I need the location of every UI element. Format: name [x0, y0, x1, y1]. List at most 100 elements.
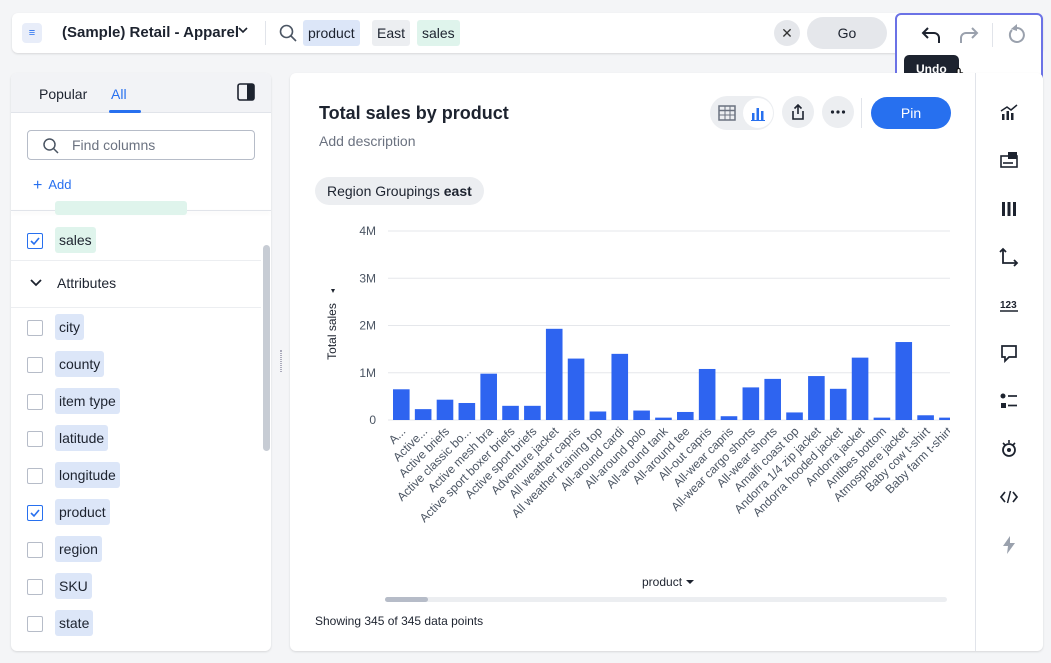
checkbox[interactable]	[27, 505, 43, 521]
number-format-icon[interactable]: 123	[999, 295, 1019, 315]
tab-all[interactable]: All	[111, 86, 127, 102]
bar-chart-icon	[751, 108, 765, 121]
bar	[633, 410, 650, 420]
pin-button[interactable]: Pin	[871, 97, 951, 129]
clear-search-button[interactable]: ✕	[774, 20, 800, 46]
chevron-down-icon[interactable]	[236, 23, 250, 37]
checkbox[interactable]	[27, 394, 43, 410]
share-button[interactable]	[782, 96, 814, 128]
find-columns-input[interactable]	[72, 136, 242, 154]
scrollbar[interactable]	[263, 245, 270, 451]
bar	[895, 342, 913, 420]
tab-popular[interactable]: Popular	[39, 86, 88, 102]
answer-description[interactable]: Add description	[319, 133, 416, 149]
bar	[567, 358, 585, 420]
horizontal-scroll-track[interactable]	[385, 597, 947, 602]
column-chip: item type	[55, 388, 120, 414]
list-item-hidden	[55, 201, 187, 215]
column-row[interactable]: latitude	[11, 420, 261, 457]
bar	[742, 387, 760, 420]
column-row-sales[interactable]: sales	[11, 222, 261, 259]
chart-view-button[interactable]	[743, 98, 773, 128]
configure-icon[interactable]	[999, 150, 1019, 170]
divider	[11, 260, 261, 261]
column-row[interactable]: state	[11, 605, 261, 642]
panel-collapse-icon[interactable]	[237, 83, 255, 101]
search-token-sales[interactable]: sales	[417, 20, 460, 46]
bar	[480, 373, 497, 420]
filter-chip[interactable]: Region Groupings east	[315, 177, 484, 205]
column-chip: county	[55, 351, 105, 377]
checkbox[interactable]	[27, 320, 43, 336]
search-token-east[interactable]: East	[372, 20, 411, 46]
checkbox[interactable]	[27, 357, 43, 373]
reset-icon[interactable]	[1004, 23, 1030, 47]
x-axis-title[interactable]: product	[642, 575, 695, 589]
datasource-icon[interactable]: ≡	[22, 23, 42, 43]
checkbox[interactable]	[27, 431, 43, 447]
checkbox[interactable]	[27, 542, 43, 558]
column-row[interactable]: SKU	[11, 568, 261, 605]
divider	[861, 98, 862, 128]
column-row[interactable]: county	[11, 346, 261, 383]
checkbox[interactable]	[27, 233, 43, 249]
horizontal-scroll-thumb[interactable]	[385, 597, 428, 602]
bar	[851, 357, 869, 420]
checkmark-icon	[30, 509, 40, 518]
table-view-icon[interactable]	[717, 103, 737, 123]
column-row[interactable]: product	[11, 494, 261, 531]
divider	[265, 21, 266, 45]
bar	[393, 389, 410, 420]
bar	[545, 328, 563, 420]
checkbox[interactable]	[27, 616, 43, 632]
attributes-heading: Attributes	[57, 275, 117, 291]
axis-icon[interactable]	[999, 247, 1019, 267]
search-token-product[interactable]: product	[303, 20, 360, 46]
column-row[interactable]: region	[11, 531, 261, 568]
column-row[interactable]: longitude	[11, 457, 261, 494]
resize-handle[interactable]	[280, 350, 282, 372]
add-label: Add	[48, 177, 72, 192]
data-panel-header: Popular All	[11, 73, 271, 113]
color-icon[interactable]	[999, 439, 1019, 459]
add-column-link[interactable]: + Add	[33, 177, 71, 195]
column-row[interactable]: city	[11, 309, 261, 346]
checkbox[interactable]	[27, 579, 43, 595]
bar	[611, 353, 629, 420]
bar	[589, 411, 607, 420]
answer-title[interactable]: Total sales by product	[319, 103, 509, 123]
datasource-name[interactable]: (Sample) Retail - Apparel	[62, 24, 239, 41]
more-options-button[interactable]	[822, 96, 854, 128]
caret-down-icon	[331, 289, 335, 293]
data-points-count: Showing 345 of 345 data points	[315, 614, 484, 628]
chevron-down-icon	[30, 279, 42, 287]
bar	[458, 402, 476, 420]
chart-type-icon[interactable]	[999, 103, 1019, 123]
bar	[873, 417, 891, 420]
column-chip: SKU	[55, 573, 92, 599]
comment-icon[interactable]	[999, 343, 1019, 363]
code-icon[interactable]	[999, 487, 1019, 507]
checkbox[interactable]	[27, 468, 43, 484]
bar	[939, 417, 950, 420]
columns-icon[interactable]	[999, 199, 1019, 219]
attributes-section-header[interactable]: Attributes	[11, 265, 261, 302]
y-tick-label: 3M	[359, 271, 376, 285]
redo-icon[interactable]	[955, 23, 981, 47]
caret-down-icon	[686, 580, 695, 584]
find-columns-field[interactable]	[27, 130, 255, 160]
bar	[786, 412, 803, 420]
search-icon	[43, 138, 59, 154]
divider	[992, 23, 993, 47]
column-chip: product	[55, 499, 110, 525]
bar	[698, 368, 716, 420]
column-row[interactable]: item type	[11, 383, 261, 420]
legend-icon[interactable]	[999, 391, 1019, 411]
share-icon	[792, 104, 804, 120]
undo-icon[interactable]	[919, 23, 945, 47]
bar	[502, 405, 519, 420]
spotiq-icon[interactable]	[999, 535, 1019, 555]
y-axis-title: Total sales	[325, 303, 339, 360]
go-button[interactable]: Go	[807, 17, 887, 49]
